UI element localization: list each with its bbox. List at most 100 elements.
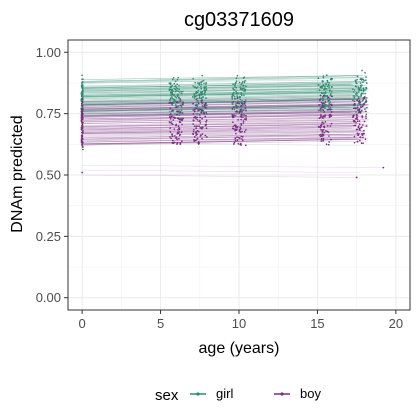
trajectory-girl [82, 100, 360, 105]
trajectory-girl [82, 104, 368, 112]
trajectory-boy [82, 95, 362, 103]
point-girl [325, 103, 327, 106]
point-boy [237, 118, 239, 121]
trajectory-boy [82, 113, 362, 120]
point-boy [200, 109, 203, 112]
trajectory-boy [82, 120, 366, 128]
point-boy [322, 102, 325, 105]
trajectory-boy [82, 111, 365, 119]
y-tick-label: 0.50 [36, 168, 61, 183]
point-boy [81, 123, 84, 126]
point-boy [193, 116, 195, 119]
point-boy [353, 135, 356, 138]
point-girl [325, 74, 328, 76]
point-girl [243, 87, 245, 90]
point-boy [245, 109, 247, 112]
point-girl [196, 86, 199, 88]
point-boy [178, 128, 181, 131]
trajectory-boy [82, 122, 352, 130]
point-girl [81, 106, 84, 109]
data-points [80, 69, 385, 179]
trajectory-boy [82, 116, 366, 122]
point-girl [231, 101, 233, 104]
point-girl [322, 85, 325, 87]
point-boy [241, 109, 243, 111]
point-boy [174, 135, 176, 137]
point-girl [235, 80, 238, 83]
point-boy [357, 111, 360, 114]
point-girl [81, 90, 84, 93]
point-girl [200, 92, 203, 95]
point-boy [169, 113, 172, 115]
point-girl [329, 78, 332, 81]
point-girl [180, 92, 183, 95]
point-boy [231, 127, 234, 130]
trajectory-girl [82, 81, 361, 88]
point-girl [234, 114, 237, 117]
trajectory-boy [82, 131, 356, 137]
point-girl [322, 99, 324, 102]
point-boy [176, 110, 178, 113]
point-boy [361, 124, 364, 126]
point-girl [177, 76, 180, 79]
point-girl [328, 85, 331, 87]
point-girl [233, 89, 236, 91]
point-boy [169, 118, 172, 120]
point-boy [231, 121, 234, 124]
trajectory-girl [82, 91, 357, 97]
point-boy [81, 115, 84, 118]
point-girl [177, 101, 180, 103]
point-boy [178, 120, 181, 123]
point-boy [330, 114, 333, 117]
point-girl [241, 82, 243, 84]
point-boy [182, 102, 184, 104]
point-girl [321, 97, 324, 99]
point-girl [197, 89, 200, 92]
point-boy [238, 111, 241, 114]
trajectory-boy [82, 114, 357, 121]
point-boy [353, 124, 355, 127]
legend: sex girl boy [155, 386, 321, 404]
trajectory-girl [82, 105, 362, 111]
point-boy [179, 111, 182, 114]
point-boy [236, 128, 238, 131]
point-boy [320, 128, 322, 131]
point-boy [364, 108, 366, 110]
trajectory-boy [82, 98, 365, 106]
point-boy [357, 134, 360, 136]
trajectory-girl [82, 88, 367, 93]
trajectory-girl [82, 89, 370, 96]
trajectory-boy [82, 113, 359, 118]
point-girl [205, 81, 207, 84]
point-boy [232, 125, 235, 128]
point-girl [175, 89, 178, 92]
trajectory-girl [82, 94, 359, 102]
point-girl [240, 83, 243, 86]
point-girl [326, 81, 329, 83]
point-boy [197, 102, 200, 105]
point-boy [244, 104, 247, 107]
grid [68, 40, 410, 310]
point-boy [321, 117, 324, 119]
trajectory-girl [82, 103, 361, 110]
trajectory-girl [82, 107, 351, 112]
trajectory-boy [82, 115, 359, 121]
trajectory-girl [82, 85, 359, 92]
point-boy [325, 143, 328, 146]
trajectory-boy [82, 100, 355, 108]
point-boy [81, 142, 84, 145]
x-tick-label: 20 [389, 316, 403, 331]
point-girl [239, 98, 242, 101]
point-girl [231, 95, 233, 97]
point-boy [321, 104, 324, 107]
point-girl [238, 105, 240, 108]
point-boy [356, 118, 359, 120]
point-girl [203, 87, 206, 90]
point-boy [317, 125, 320, 128]
point-boy [358, 127, 361, 130]
point-boy [181, 140, 183, 143]
point-boy [319, 116, 322, 119]
point-boy [239, 127, 242, 130]
trajectory-boy [82, 138, 368, 146]
trajectory-boy [82, 131, 364, 140]
